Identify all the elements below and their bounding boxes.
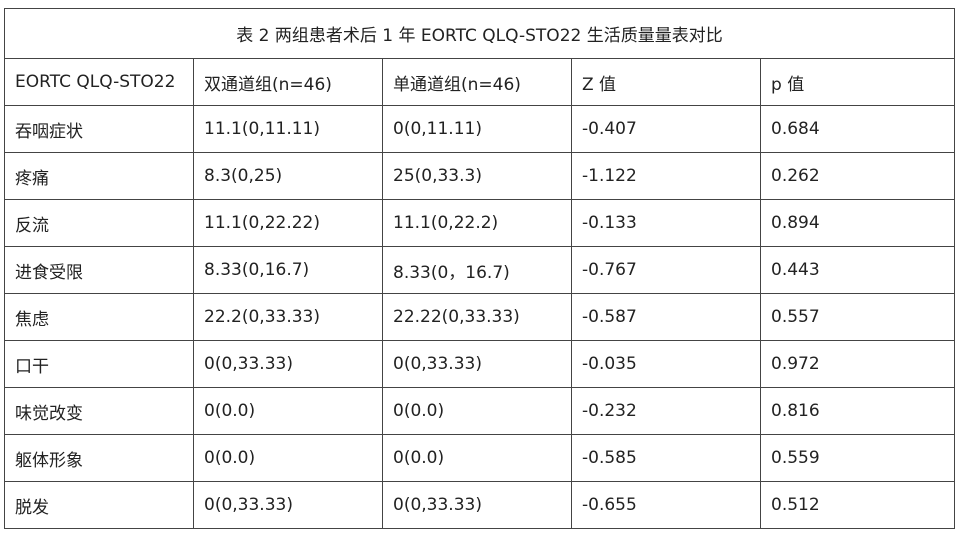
cell: 反流 — [4, 199, 194, 247]
cell: -0.585 — [571, 434, 761, 482]
data-row: 脱发 0(0,33.33) 0(0,33.33) -0.655 0.512 — [4, 481, 956, 529]
table-title: 表 2 两组患者术后 1 年 EORTC QLQ-STO22 生活质量量表对比 — [3, 8, 956, 59]
cell: 0(0,33.33) — [382, 481, 572, 529]
cell: 0(0.0) — [382, 387, 572, 435]
cell: -0.232 — [571, 387, 761, 435]
cell: 进食受限 — [4, 246, 194, 294]
data-row: 反流 11.1(0,22.22) 11.1(0,22.2) -0.133 0.894 — [4, 199, 956, 247]
cell: 躯体形象 — [4, 434, 194, 482]
cell: 8.33(0，16.7) — [382, 246, 572, 294]
cell: 8.3(0,25) — [193, 152, 383, 200]
data-row: 焦虑 22.2(0,33.33) 22.22(0,33.33) -0.587 0.557 — [4, 293, 956, 341]
cell: -0.767 — [571, 246, 761, 294]
cell: 0.816 — [759, 387, 956, 435]
cell: 0(0,33.33) — [193, 340, 383, 388]
cell: Z 值 — [571, 58, 761, 106]
cell: -0.587 — [571, 293, 761, 341]
data-row: 躯体形象 0(0.0) 0(0.0) -0.585 0.559 — [4, 434, 956, 482]
cell: 0.262 — [759, 152, 956, 200]
cell: 味觉改变 — [4, 387, 194, 435]
cell: 8.33(0,16.7) — [193, 246, 383, 294]
cell: 0(0,33.33) — [193, 481, 383, 529]
data-table: 表 2 两组患者术后 1 年 EORTC QLQ-STO22 生活质量量表对比 … — [3, 8, 956, 529]
cell: 22.22(0,33.33) — [382, 293, 572, 341]
title-row: 表 2 两组患者术后 1 年 EORTC QLQ-STO22 生活质量量表对比 — [3, 8, 956, 59]
table-body: 表 2 两组患者术后 1 年 EORTC QLQ-STO22 生活质量量表对比 … — [3, 8, 956, 529]
cell: 11.1(0,22.2) — [382, 199, 572, 247]
data-row: 疼痛 8.3(0,25) 25(0,33.3) -1.122 0.262 — [4, 152, 956, 200]
cell: -0.407 — [571, 105, 761, 153]
cell: 0(0,11.11) — [382, 105, 572, 153]
cell: 0(0.0) — [193, 434, 383, 482]
cell: 焦虑 — [4, 293, 194, 341]
cell: 0(0.0) — [382, 434, 572, 482]
cell: 双通道组(n=46) — [193, 58, 383, 106]
cell: 11.1(0,22.22) — [193, 199, 383, 247]
cell: 0.684 — [759, 105, 956, 153]
cell: EORTC QLQ-STO22 — [4, 58, 194, 106]
cell: 11.1(0,11.11) — [193, 105, 383, 153]
cell: 0.512 — [759, 481, 956, 529]
cell: 22.2(0,33.33) — [193, 293, 383, 341]
cell: -0.133 — [571, 199, 761, 247]
cell: 0.559 — [759, 434, 956, 482]
cell: 0.972 — [759, 340, 956, 388]
cell: -0.655 — [571, 481, 761, 529]
cell: 0.894 — [759, 199, 956, 247]
cell: 0.443 — [759, 246, 956, 294]
cell: 吞咽症状 — [4, 105, 194, 153]
cell: -1.122 — [571, 152, 761, 200]
cell: p 值 — [759, 58, 956, 106]
cell: 脱发 — [4, 481, 194, 529]
cell: 疼痛 — [4, 152, 194, 200]
cell: 0.557 — [759, 293, 956, 341]
data-row: 进食受限 8.33(0,16.7) 8.33(0，16.7) -0.767 0.443 — [4, 246, 956, 294]
data-row: 口干 0(0,33.33) 0(0,33.33) -0.035 0.972 — [4, 340, 956, 388]
cell: 25(0,33.3) — [382, 152, 572, 200]
cell: 0(0.0) — [193, 387, 383, 435]
cell: 口干 — [4, 340, 194, 388]
data-row: 味觉改变 0(0.0) 0(0.0) -0.232 0.816 — [4, 387, 956, 435]
cell: -0.035 — [571, 340, 761, 388]
data-row: 吞咽症状 11.1(0,11.11) 0(0,11.11) -0.407 0.684 — [4, 105, 956, 153]
cell: 0(0,33.33) — [382, 340, 572, 388]
cell: 单通道组(n=46) — [382, 58, 572, 106]
